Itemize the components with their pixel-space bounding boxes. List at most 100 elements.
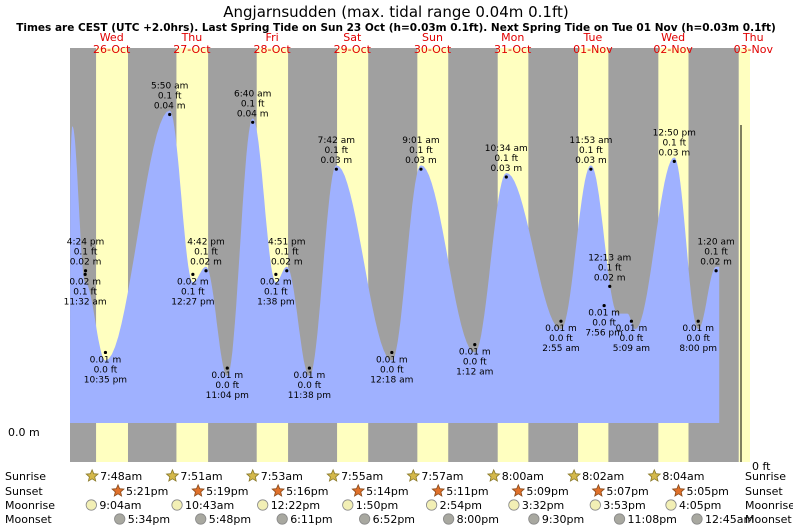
tide-point xyxy=(285,269,289,273)
tide-label: 0.0 ft xyxy=(463,358,487,368)
tide-label: 0.1 ft xyxy=(409,146,433,156)
moonrise-time: 9:04am xyxy=(99,499,141,512)
tide-label: 0.02 m xyxy=(700,258,732,268)
tide-label: 0.1 ft xyxy=(704,248,728,258)
y-axis: 0.0 m 0 ft xyxy=(8,426,771,473)
tide-label: 11:53 am xyxy=(569,136,612,146)
row-label-right: Moonrise xyxy=(745,499,793,512)
moon-icon xyxy=(342,499,354,511)
day-date: 01-Nov xyxy=(573,43,613,56)
tide-label: 1:12 am xyxy=(456,368,493,378)
tide-point xyxy=(504,175,508,179)
day-date: 30-Oct xyxy=(414,43,452,56)
tide-label: 12:50 pm xyxy=(653,128,696,138)
sunset-time: 5:19pm xyxy=(206,485,248,498)
tide-label: 0.0 ft xyxy=(94,365,118,375)
tide-label: 0.01 m xyxy=(616,324,648,334)
tide-label: 0.01 m xyxy=(545,324,577,334)
daylight-band xyxy=(740,48,750,462)
tide-point xyxy=(672,159,676,163)
sun-icon xyxy=(511,483,526,497)
tide-point xyxy=(696,319,700,323)
tide-label: 0.1 ft xyxy=(74,248,98,258)
tide-label: 0.1 ft xyxy=(181,287,205,297)
row-label-right: Sunrise xyxy=(745,470,786,483)
tide-label: 5:50 am xyxy=(151,81,188,91)
tide-label: 0.04 m xyxy=(237,109,269,119)
tide-label: 0.1 ft xyxy=(73,287,97,297)
sun-moon-rows: SunriseSunsetMoonriseMoonsetSunriseSunse… xyxy=(5,468,793,525)
moon-icon xyxy=(589,499,601,511)
row-label-left: Sunset xyxy=(5,485,43,498)
tide-label: 0.0 ft xyxy=(620,334,644,344)
tide-point xyxy=(559,319,563,323)
sunset-time: 5:07pm xyxy=(606,485,648,498)
tide-label: 0.1 ft xyxy=(579,146,603,156)
tide-point xyxy=(602,303,606,308)
day-name: Sun xyxy=(422,31,443,44)
sunrise-time: 8:04am xyxy=(662,470,704,483)
moon-icon xyxy=(257,499,269,511)
tide-label: 0.02 m xyxy=(271,258,303,268)
sunset-time: 5:05pm xyxy=(687,485,729,498)
tide-label: 7:42 am xyxy=(318,136,355,146)
tide-label: 0.1 ft xyxy=(264,287,288,297)
sun-icon xyxy=(326,468,340,482)
day-date: 26-Oct xyxy=(93,43,131,56)
tide-point xyxy=(473,343,477,347)
moonset-time: 11:08pm xyxy=(628,513,677,525)
day-name: Wed xyxy=(100,31,124,44)
tide-point xyxy=(251,120,255,124)
tide-area xyxy=(70,110,720,423)
tide-label: 12:13 am xyxy=(588,253,631,263)
moon-icon xyxy=(114,513,126,525)
moon-icon xyxy=(508,499,520,511)
sunrise-time: 8:02am xyxy=(582,470,624,483)
day-name: Fri xyxy=(266,31,279,44)
day-date: 02-Nov xyxy=(653,43,693,56)
tide-label: 0.0 ft xyxy=(686,334,710,344)
tide-label: 0.02 m xyxy=(594,273,626,283)
sun-icon xyxy=(671,483,686,497)
tide-point xyxy=(191,272,195,276)
tide-label: 0.1 ft xyxy=(662,138,686,148)
sunrise-time: 7:55am xyxy=(341,470,383,483)
y-axis-left-label: 0.0 m xyxy=(8,426,40,439)
chart-title: Angjarnsudden (max. tidal range 0.04m 0.… xyxy=(223,3,568,21)
tide-point xyxy=(83,269,88,273)
tide-label: 0.03 m xyxy=(575,156,607,166)
sun-icon xyxy=(486,468,501,482)
y-axis-right-label: 0 ft xyxy=(752,460,771,473)
moon-icon xyxy=(528,513,540,525)
tide-label: 0.03 m xyxy=(490,164,522,174)
tide-point xyxy=(419,167,423,171)
tide-label: 5:09 am xyxy=(613,344,650,354)
moonrise-time: 10:43am xyxy=(185,499,234,512)
row-label-left: Sunrise xyxy=(5,470,46,483)
tide-label: 0.1 ft xyxy=(324,146,348,156)
moon-icon xyxy=(85,499,97,511)
moonset-time: 12:45am xyxy=(705,513,754,525)
tide-label: 0.1 ft xyxy=(158,91,182,101)
moonrise-time: 3:32pm xyxy=(522,499,564,512)
tide-label: 0.01 m xyxy=(376,355,408,365)
tide-point xyxy=(274,272,278,276)
tide-label: 11:32 am xyxy=(64,297,107,307)
sun-icon xyxy=(591,483,606,497)
tide-label: 0.01 m xyxy=(211,371,243,381)
row-label-right: Sunset xyxy=(745,485,783,498)
tide-label: 1:38 pm xyxy=(257,297,295,307)
tide-label: 0.01 m xyxy=(682,324,714,334)
sun-icon xyxy=(351,483,366,497)
moon-icon xyxy=(276,513,288,525)
tide-label: 0.01 m xyxy=(459,348,491,358)
tide-point xyxy=(225,366,229,370)
day-name: Sat xyxy=(343,31,362,44)
moon-icon xyxy=(613,513,626,525)
tide-label: 0.03 m xyxy=(405,156,437,166)
tide-point xyxy=(589,167,593,171)
sun-icon xyxy=(567,468,581,482)
tide-label: 0.02 m xyxy=(260,277,292,287)
day-date: 27-Oct xyxy=(173,43,211,56)
